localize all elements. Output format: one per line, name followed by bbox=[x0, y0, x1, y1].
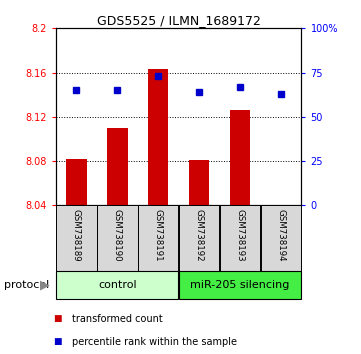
Bar bbox=[220, 205, 260, 271]
Text: ■: ■ bbox=[53, 314, 62, 323]
Bar bbox=[189, 160, 209, 205]
Text: GSM738191: GSM738191 bbox=[154, 209, 163, 261]
Bar bbox=[148, 69, 169, 205]
Bar bbox=[97, 205, 138, 271]
Text: GSM738194: GSM738194 bbox=[277, 209, 286, 261]
Text: ■: ■ bbox=[53, 337, 62, 346]
Text: miR-205 silencing: miR-205 silencing bbox=[190, 280, 290, 290]
Text: ▶: ▶ bbox=[40, 279, 50, 291]
Bar bbox=[56, 271, 178, 299]
Bar bbox=[179, 205, 219, 271]
Bar bbox=[66, 159, 87, 205]
Text: transformed count: transformed count bbox=[72, 314, 163, 324]
Text: percentile rank within the sample: percentile rank within the sample bbox=[72, 337, 237, 347]
Text: control: control bbox=[98, 280, 136, 290]
Text: protocol: protocol bbox=[4, 280, 49, 290]
Text: GSM738193: GSM738193 bbox=[236, 209, 244, 261]
Text: GSM738192: GSM738192 bbox=[195, 209, 204, 261]
Text: GSM738189: GSM738189 bbox=[72, 209, 81, 261]
Bar bbox=[56, 205, 97, 271]
Bar bbox=[179, 271, 301, 299]
Bar bbox=[138, 205, 178, 271]
Bar bbox=[230, 110, 250, 205]
Bar bbox=[107, 128, 127, 205]
Bar bbox=[261, 205, 301, 271]
Text: GSM738190: GSM738190 bbox=[113, 209, 122, 261]
Title: GDS5525 / ILMN_1689172: GDS5525 / ILMN_1689172 bbox=[97, 14, 261, 27]
